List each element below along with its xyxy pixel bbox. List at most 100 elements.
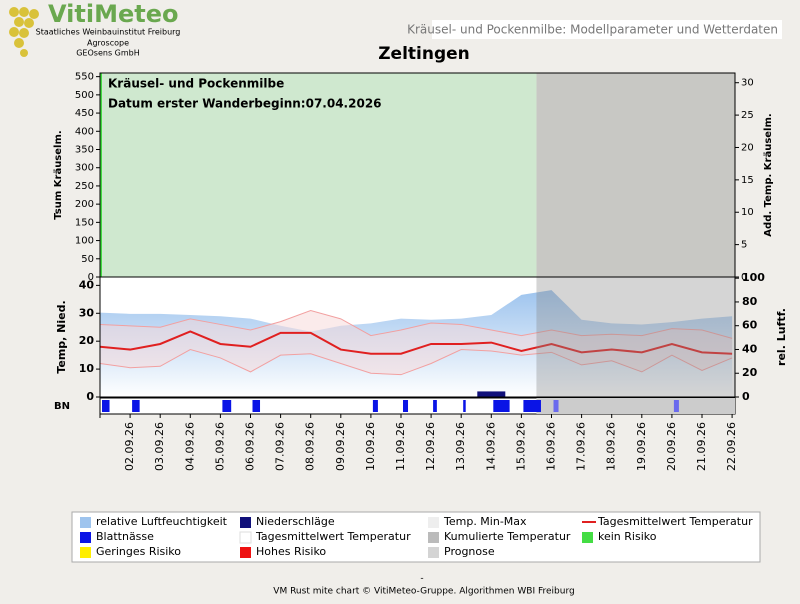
legend-label: Niederschläge xyxy=(256,515,335,528)
y-tick-label: 350 xyxy=(75,145,94,156)
bn-bar xyxy=(403,400,409,412)
x-tick-label: 19.09.26 xyxy=(635,422,648,471)
plot-frame xyxy=(99,276,736,398)
legend-label: Blattnässe xyxy=(96,530,154,543)
logo-icon xyxy=(9,7,39,57)
precip-bar xyxy=(477,391,506,397)
x-tick-label: 20.09.26 xyxy=(665,422,678,471)
legend-swatch xyxy=(239,531,252,544)
x-tick-label: 08.09.26 xyxy=(304,422,317,471)
y2-tick-label: 20 xyxy=(741,142,754,153)
y-tick-label: 200 xyxy=(75,199,94,210)
y-tick-label: 300 xyxy=(75,163,94,174)
x-tick-label: 04.09.26 xyxy=(183,422,196,471)
y2-tick-label: 30 xyxy=(741,78,754,89)
x-tick-label: 05.09.26 xyxy=(213,422,226,471)
legend-swatch xyxy=(80,532,91,543)
x-tick-label: 12.09.26 xyxy=(424,422,437,471)
annotation: Kräusel- und Pockenmilbe xyxy=(108,77,284,91)
legend-label: Prognose xyxy=(444,545,495,558)
bn-bar xyxy=(553,400,559,412)
legend-swatch xyxy=(240,547,251,558)
temp-band xyxy=(100,310,733,375)
legend-label: Tagesmittelwert Temperatur xyxy=(255,530,411,543)
risk-area xyxy=(100,73,537,277)
legend-swatch xyxy=(582,532,593,543)
y-tick-label: 450 xyxy=(75,108,94,119)
bn-bar xyxy=(433,400,437,412)
y-tick-label: 550 xyxy=(75,72,94,83)
y-tick-label: 30 xyxy=(79,306,95,319)
x-tick-label: 18.09.26 xyxy=(605,422,618,471)
org: Staatliches Weinbauinstitut Freiburg xyxy=(36,28,181,37)
legend-label: Temp. Min-Max xyxy=(443,515,527,528)
banner: Kräusel- und Pockenmilbe: Modellparamete… xyxy=(407,23,778,37)
legend-swatch xyxy=(428,517,439,528)
bn-bar xyxy=(252,400,261,412)
x-tick-label: 21.09.26 xyxy=(695,422,708,471)
bn-bar xyxy=(523,400,541,412)
y-axis-label: Temp, Nied. xyxy=(55,300,68,373)
bn-bar xyxy=(673,400,679,412)
prognosis-area xyxy=(536,73,735,277)
legend-label: kein Risiko xyxy=(598,530,657,543)
y2-tick-label: 15 xyxy=(741,175,754,186)
org: Agroscope xyxy=(87,39,129,48)
y-tick-label: 0 xyxy=(88,272,94,283)
y-tick-label: 40 xyxy=(79,278,95,291)
y-axis-label: Tsum Kräuselm. xyxy=(53,130,64,219)
y2-tick-label: 5 xyxy=(741,240,747,251)
x-tick-label: 06.09.26 xyxy=(244,422,257,471)
x-tick-label: 11.09.26 xyxy=(394,422,407,471)
x-tick-label: 17.09.26 xyxy=(575,422,588,471)
x-tick-label: 14.09.26 xyxy=(484,422,497,471)
x-tick-label: 02.09.26 xyxy=(123,422,136,471)
prognosis-area xyxy=(536,277,735,397)
footer: - xyxy=(420,574,423,584)
y-tick-label: 250 xyxy=(75,181,94,192)
org: GEOsens GmbH xyxy=(76,49,140,58)
legend-swatch xyxy=(428,532,439,543)
x-tick-label: 09.09.26 xyxy=(334,422,347,471)
y-tick-label: 20 xyxy=(79,334,95,347)
bn-bar xyxy=(132,400,140,412)
y2-tick-label: 25 xyxy=(741,110,754,121)
x-tick-label: 13.09.26 xyxy=(454,422,467,471)
legend-box xyxy=(71,511,761,563)
legend-label: Tagesmittelwert Temperatur xyxy=(597,515,753,528)
legend-label: Hohes Risiko xyxy=(256,545,326,558)
y2-tick-label: 80 xyxy=(742,295,758,308)
bn-bar xyxy=(102,400,110,412)
temp-min-line xyxy=(99,349,733,376)
x-tick-label: 07.09.26 xyxy=(274,422,287,471)
y-tick-label: 500 xyxy=(75,90,94,101)
legend-swatch xyxy=(240,517,251,528)
y2-tick-label: 20 xyxy=(742,366,758,379)
bn-label: BN xyxy=(54,401,70,412)
y-tick-label: 10 xyxy=(79,362,95,375)
y2-tick-label: 100 xyxy=(742,271,765,284)
x-tick-label: 15.09.26 xyxy=(514,422,527,471)
y2-tick-label: 40 xyxy=(742,342,758,355)
y-tick-label: 100 xyxy=(75,236,94,247)
chart-title: Zeltingen xyxy=(378,44,470,64)
bn-bar xyxy=(372,400,378,412)
y2-axis-label: rel. Luftf. xyxy=(775,308,788,366)
bn-bar xyxy=(493,400,510,412)
x-tick-label: 22.09.26 xyxy=(725,422,738,471)
banner-box xyxy=(432,20,782,39)
bn-bar xyxy=(222,400,232,412)
logo: VitiMeteo xyxy=(48,0,178,28)
legend-swatch xyxy=(80,547,91,558)
y-tick-label: 150 xyxy=(75,217,94,228)
y-tick-label: 400 xyxy=(75,126,94,137)
legend-label: Kumulierte Temperatur xyxy=(444,530,571,543)
bn-bar xyxy=(463,400,466,412)
annotation: Datum erster Wanderbeginn:07.04.2026 xyxy=(108,97,382,111)
y2-tick-label: 10 xyxy=(741,207,754,218)
x-tick-label: 10.09.26 xyxy=(364,422,377,471)
temp-mean-line xyxy=(99,330,733,355)
x-tick-label: 03.09.26 xyxy=(153,422,166,471)
y-tick-label: 0 xyxy=(86,390,94,403)
